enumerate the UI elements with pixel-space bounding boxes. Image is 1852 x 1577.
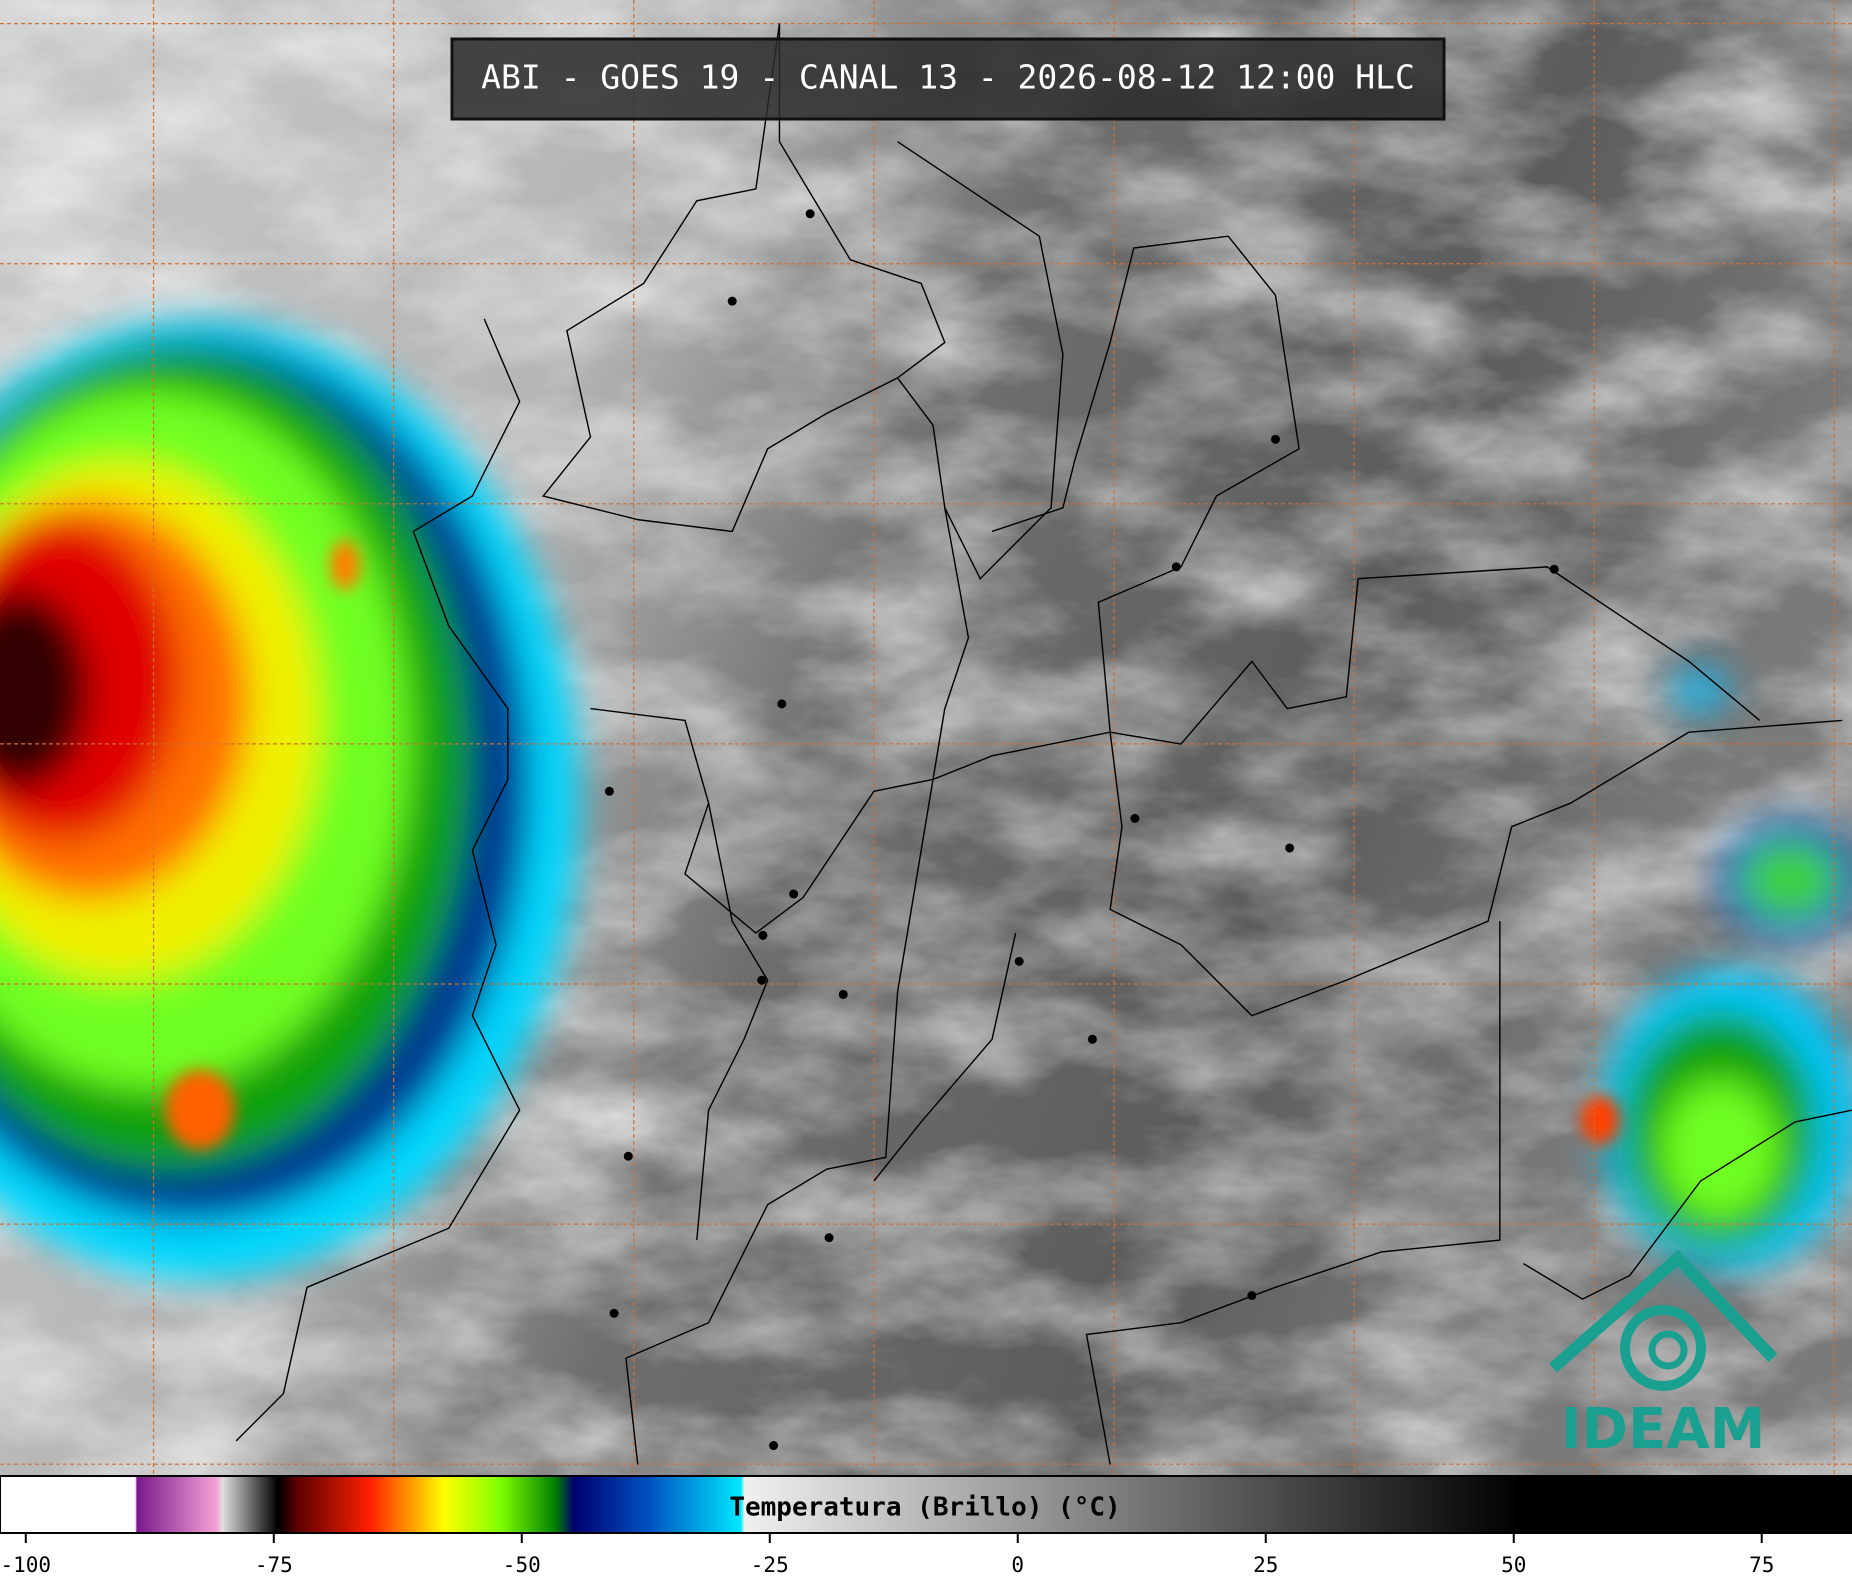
city-dot [623, 1151, 633, 1161]
city-dot [609, 1308, 619, 1318]
tick-label: -50 [503, 1553, 541, 1577]
city-markers [604, 209, 1559, 1451]
tick-label: -25 [751, 1553, 789, 1577]
city-dot [1171, 562, 1181, 572]
tick-label: 75 [1749, 1553, 1774, 1577]
borders [235, 23, 1852, 1465]
tick-label: -75 [255, 1553, 293, 1577]
logo: IDEAM [1549, 1249, 1778, 1462]
tick-label: 0 [1011, 1553, 1024, 1577]
title: ABI - GOES 19 - CANAL 13 - 2026-08-12 12… [481, 58, 1415, 97]
colorbar-ticks: -100 -75 -50 -25 0 25 50 75 [1, 1533, 1774, 1577]
city-dot [777, 699, 787, 709]
city-dot [758, 930, 768, 940]
city-dot [769, 1441, 779, 1451]
tick-label: 25 [1253, 1553, 1278, 1577]
colorbar-label: Temperatura (Brillo) (°C) [729, 1493, 1120, 1523]
city-dot [1087, 1034, 1097, 1044]
city-dot [604, 786, 614, 796]
tick-label: 50 [1501, 1553, 1526, 1577]
lat-lon-grid [0, 0, 1852, 1476]
city-dot [757, 975, 767, 985]
city-dot [1014, 956, 1024, 966]
city-dot [789, 889, 799, 899]
city-dot [1130, 813, 1140, 823]
city-dot [1270, 434, 1280, 444]
city-dot [727, 296, 737, 306]
storm-cores [165, 540, 1620, 1150]
city-dot [1285, 843, 1295, 853]
colorbar [0, 1475, 1852, 1534]
city-dot [1549, 564, 1559, 574]
city-dot [1247, 1291, 1257, 1301]
city-dot [838, 989, 848, 999]
title-box [450, 37, 1446, 121]
tick-label: -100 [1, 1553, 52, 1577]
logo-text: IDEAM [1561, 1397, 1766, 1462]
city-dot [805, 209, 815, 219]
city-dot [824, 1233, 834, 1243]
